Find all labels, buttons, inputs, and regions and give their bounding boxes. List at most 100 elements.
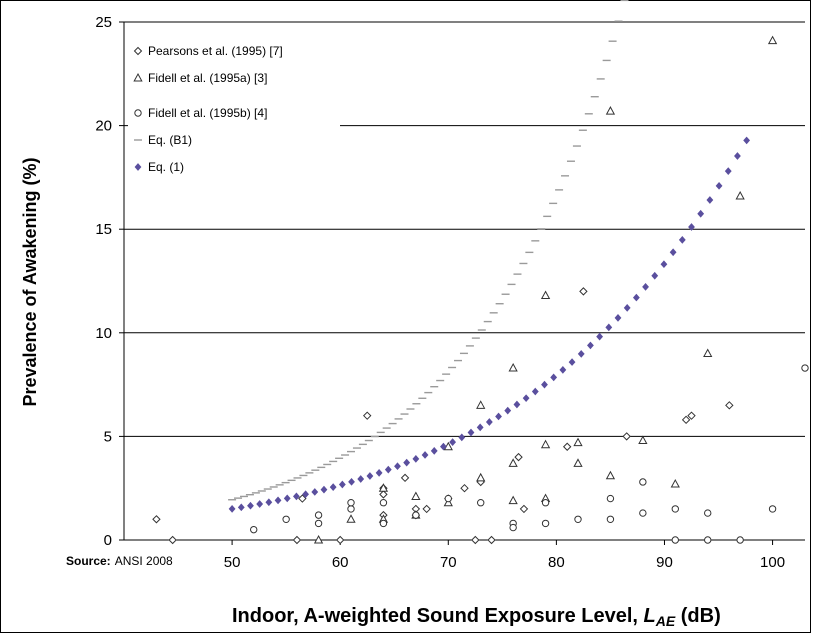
legend-entry-fidell-b: Fidell et al. (1995b) [4] xyxy=(134,106,267,120)
star-line-point-56 xyxy=(743,136,751,145)
triangle-point-0 xyxy=(313,534,324,544)
x-axis-title: Indoor, A-weighted Sound Exposure Level,… xyxy=(232,605,721,629)
legend-label-pearsons: Pearsons et al. (1995) [7] xyxy=(148,44,283,58)
triangle-point-5 xyxy=(411,491,421,500)
diamond-point-3 xyxy=(298,494,307,503)
star-line-point-21 xyxy=(421,451,429,459)
star-line-point-55 xyxy=(734,152,741,160)
star-line-point-37 xyxy=(568,358,576,366)
legend-circle-mark xyxy=(134,109,142,117)
triangle-point-13 xyxy=(540,290,551,300)
x-axis-title-unit: (dB) xyxy=(675,605,721,627)
star-line-point-3 xyxy=(256,500,264,508)
legend-entry-fidell-a: Fidell et al. (1995a) [3] xyxy=(133,71,267,85)
circle-point-1 xyxy=(282,515,290,523)
diamond-point-23 xyxy=(681,415,691,425)
diamond-point-5 xyxy=(363,411,372,420)
triangle-point-1 xyxy=(346,514,356,523)
star-line-point-47 xyxy=(660,260,668,269)
star-line-point-25 xyxy=(458,433,466,442)
series-star-line xyxy=(228,136,751,513)
triangle-point-16 xyxy=(573,437,583,447)
triangle-point-18 xyxy=(605,106,616,115)
star-line-point-48 xyxy=(669,248,677,257)
diamond-point-25 xyxy=(725,401,734,410)
circle-point-23 xyxy=(704,536,712,544)
series-circle xyxy=(250,364,809,544)
y-axis-title: Prevalence of Awakening (%) xyxy=(20,157,40,406)
star-line-point-9 xyxy=(311,488,319,496)
legend-label-fidell-b: Fidell et al. (1995b) [4] xyxy=(148,106,267,120)
diamond-point-15 xyxy=(471,535,480,545)
star-line-point-1 xyxy=(237,503,245,512)
star-line-point-39 xyxy=(587,341,594,350)
circle-point-14 xyxy=(541,499,550,507)
diamond-point-20 xyxy=(562,442,572,451)
y-tick-label-20: 20 xyxy=(95,118,112,135)
legend: Pearsons et al. (1995) [7] Fidell et al.… xyxy=(128,36,340,181)
star-line-point-31 xyxy=(513,400,521,409)
diamond-point-12 xyxy=(422,504,431,514)
star-line-point-52 xyxy=(706,196,714,204)
star-line-point-14 xyxy=(357,475,365,483)
star-line-point-40 xyxy=(596,332,604,341)
circle-point-15 xyxy=(574,515,582,523)
star-line-point-30 xyxy=(504,406,512,415)
series-dash-line xyxy=(228,0,629,501)
star-line-point-34 xyxy=(541,380,548,389)
data-series xyxy=(152,0,809,545)
circle-point-8 xyxy=(412,511,420,519)
star-line-point-7 xyxy=(293,492,300,501)
y-tick-label-0: 0 xyxy=(104,532,112,549)
diamond-point-22 xyxy=(622,432,631,441)
legend-label-eq-b1: Eq. (B1) xyxy=(148,133,192,147)
star-line-point-54 xyxy=(724,167,732,176)
star-line-point-35 xyxy=(550,373,558,382)
triangle-point-8 xyxy=(476,400,486,409)
triangle-point-10 xyxy=(508,362,518,372)
legend-label-fidell-a: Fidell et al. (1995a) [3] xyxy=(148,71,267,85)
series-triangle xyxy=(313,35,778,544)
source-note: Source: ANSI 2008 xyxy=(66,554,173,568)
star-line-point-8 xyxy=(302,490,310,499)
star-line-point-24 xyxy=(449,438,457,446)
diamond-point-21 xyxy=(579,287,588,296)
star-line-point-36 xyxy=(559,366,567,374)
circle-point-4 xyxy=(347,505,355,513)
star-line-point-11 xyxy=(329,483,337,491)
star-line-point-32 xyxy=(522,394,530,403)
source-value: ANSI 2008 xyxy=(115,554,173,568)
star-line-point-26 xyxy=(467,428,475,437)
legend-triangle-mark xyxy=(133,72,143,82)
star-line-point-15 xyxy=(366,472,374,480)
x-tick-label-50: 50 xyxy=(224,554,241,571)
star-line-point-20 xyxy=(412,455,420,463)
diamond-point-9 xyxy=(400,473,410,483)
star-line-point-29 xyxy=(495,412,502,421)
circle-point-2 xyxy=(314,519,323,528)
star-line-point-45 xyxy=(642,283,649,291)
star-line-point-27 xyxy=(476,423,484,432)
x-tick-label-90: 90 xyxy=(656,554,673,571)
circle-point-19 xyxy=(639,509,647,517)
triangle-point-20 xyxy=(638,435,648,445)
star-line-point-22 xyxy=(430,447,438,455)
star-line-point-28 xyxy=(485,418,493,426)
circle-point-10 xyxy=(477,499,485,507)
circle-point-6 xyxy=(379,519,388,528)
y-tick-label-5: 5 xyxy=(104,428,112,445)
circle-point-17 xyxy=(606,515,615,523)
y-tick-label-15: 15 xyxy=(95,221,112,238)
circle-point-21 xyxy=(671,536,679,544)
triangle-point-11 xyxy=(508,458,518,467)
star-line-point-19 xyxy=(403,458,411,467)
x-tick-label-60: 60 xyxy=(332,554,349,571)
tick-labels: 0 5 10 15 20 25 50 60 70 80 90 100 xyxy=(95,14,785,571)
circle-point-12 xyxy=(509,523,517,532)
legend-diamond-mark xyxy=(133,46,143,56)
legend-triangle-icon xyxy=(133,72,143,82)
star-line-point-51 xyxy=(697,209,705,218)
circle-point-9 xyxy=(444,494,452,503)
diamond-point-1 xyxy=(168,535,177,545)
circle-point-5 xyxy=(347,499,355,507)
